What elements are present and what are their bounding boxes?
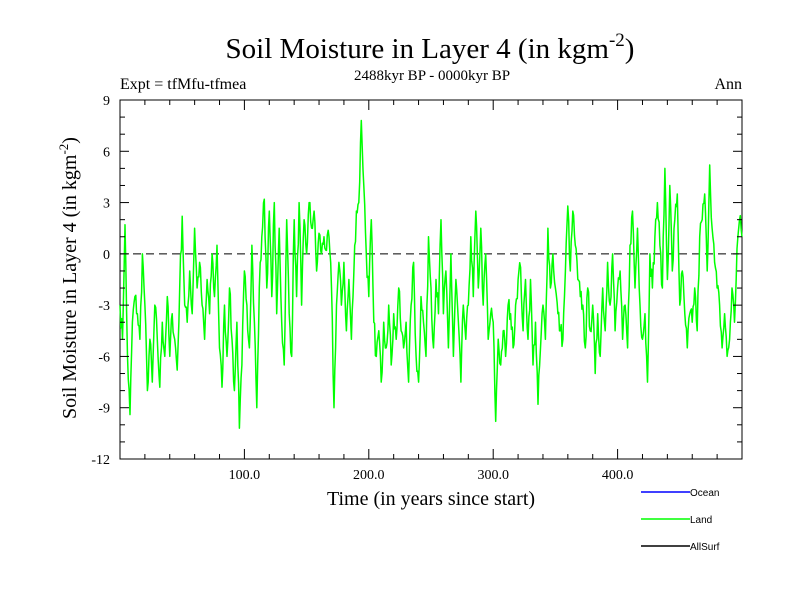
y-tick-label: -3 [98,299,110,314]
legend-label-ocean: Ocean [690,488,719,499]
x-axis-label: Time (in years since start) [327,488,535,510]
y-tick-label: 9 [103,94,110,109]
plot-frame-group [119,99,743,460]
y-axis-label: Soil Moisture in Layer 4 (in kgm-2) [56,137,81,419]
plot-frame [119,99,743,460]
x-tick-label: 300.0 [477,468,509,483]
x-tick-label: 200.0 [353,468,385,483]
chart-title: Soil Moisture in Layer 4 (in kgm-2) [226,30,635,65]
season-label: Ann [714,76,742,93]
series-group [119,119,743,429]
series-line-land [119,119,743,429]
text-group: Soil Moisture in Layer 4 (in kgm-2) 2488… [56,30,742,510]
experiment-label: Expt = tfMfu-tfmea [120,76,246,93]
axis-ticks-group: -12 -9 -6 -3 0 3 6 9 100.0 200.0 300.0 400.0 [91,94,742,483]
y-tick-label: 6 [103,145,110,160]
legend-label-allsurf: AllSurf [690,542,720,553]
y-tick-label: -12 [91,453,110,468]
y-tick-label: -6 [98,350,110,365]
x-tick-label: 100.0 [229,468,261,483]
legend: Ocean Land AllSurf [641,488,720,553]
y-tick-label: -9 [98,402,110,417]
legend-label-land: Land [690,515,712,526]
chart-subtitle: 2488kyr BP - 0000kyr BP [354,68,510,84]
y-tick-label: 0 [103,248,110,263]
x-tick-label: 400.0 [602,468,634,483]
y-tick-label: 3 [103,197,110,212]
